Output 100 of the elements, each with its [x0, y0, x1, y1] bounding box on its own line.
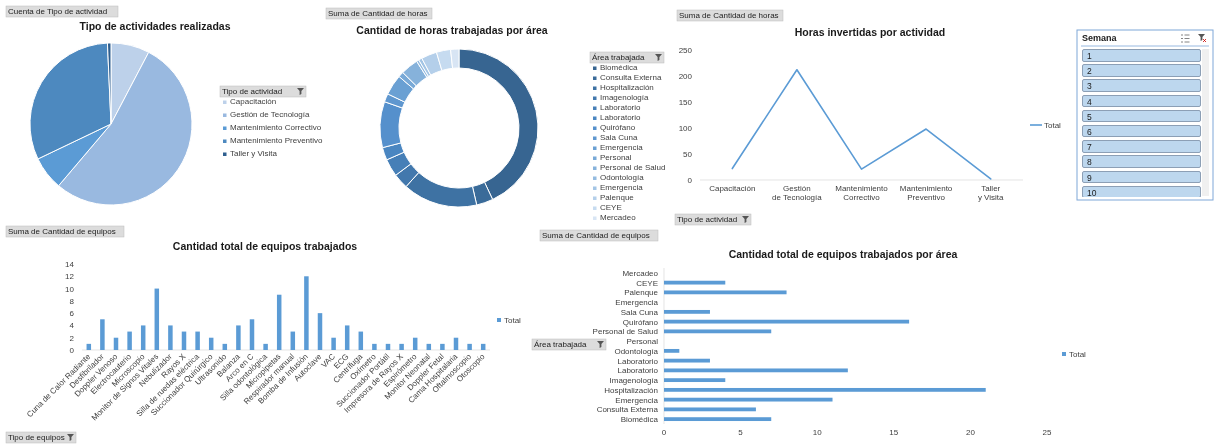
text: 8 [1082, 155, 1201, 168]
bar [664, 358, 710, 363]
y-tick-label: 12 [65, 272, 75, 282]
y-tick-label: 150 [678, 98, 693, 107]
chart-title: Tipo de actividades realizadas [79, 20, 231, 32]
bar [664, 407, 756, 412]
bar [664, 329, 772, 334]
legend-label: Capacitación [230, 97, 277, 106]
legend-label: Total [1044, 121, 1062, 130]
x-tick-label: 5 [738, 428, 744, 437]
y-tick-label: 10 [65, 284, 75, 294]
field-button: Tipo de actividad [219, 85, 307, 98]
y-tick-label: Palenque [624, 288, 659, 298]
y-tick-label: 4 [69, 321, 75, 331]
bar [168, 325, 173, 350]
bar [440, 343, 445, 350]
bar [664, 397, 833, 402]
y-tick-label: Biomédica [620, 415, 659, 425]
field-button: Suma de Cantidad de horas [676, 9, 784, 22]
bar [664, 348, 680, 353]
bar [372, 343, 377, 350]
text: Semana [1082, 33, 1118, 43]
bar [467, 343, 472, 350]
legend-label: Total [1069, 350, 1087, 359]
y-tick-label: Laboratorio [617, 356, 659, 366]
bar [304, 276, 309, 350]
legend-title: Área trabajada [592, 53, 646, 63]
y-tick-label: 14 [65, 260, 75, 269]
text: 9 [1082, 170, 1201, 183]
text: 5 [1082, 109, 1201, 123]
text: 3 [1082, 79, 1201, 92]
chart-title: Cantidad de horas trabajadas por área [356, 24, 548, 36]
y-tick-label: Odontología [614, 346, 659, 356]
bar [664, 309, 710, 314]
bar [249, 319, 255, 350]
y-tick-label: Sala Cuna [620, 307, 659, 317]
bar [140, 325, 146, 350]
chart-title: Cantidad total de equipos trabajados por área [728, 248, 958, 260]
text: 1 [1082, 49, 1201, 62]
field-button: Área trabajada [531, 338, 607, 351]
y-tick-label: Mercadeo [622, 268, 659, 278]
legend-label: Mantenimiento Correctivo [230, 123, 322, 132]
y-tick-label: Quirófano [622, 317, 659, 327]
line-series [731, 68, 992, 180]
y-tick-label: Hospitalización [604, 385, 658, 395]
x-tick-label: 10 [812, 428, 823, 437]
bar [344, 325, 350, 350]
field-button: Suma de Cantidad de horas [325, 7, 433, 20]
field-button: Suma de Cantidad de equipos [5, 225, 125, 238]
field-button: Cuenta de Tipo de actividad [5, 5, 119, 18]
x-tick-label: Capacitación [709, 184, 756, 193]
field-button: Área trabajada [589, 51, 665, 64]
y-tick-label: Emergencia [615, 298, 659, 308]
y-tick-label: CEYE [636, 278, 658, 288]
x-tick-label: 0 [661, 428, 667, 437]
text: 4 [1082, 94, 1201, 108]
y-tick-label: 200 [678, 72, 693, 81]
bar [664, 368, 848, 373]
y-tick-label: 50 [683, 150, 693, 159]
text: 2 [1082, 64, 1201, 77]
y-tick-label: 250 [678, 46, 693, 55]
y-tick-label: Consulta Externa [596, 405, 659, 415]
y-tick-label: 0 [687, 176, 693, 185]
bar [100, 319, 105, 350]
field-button: Tipo de actividad [674, 213, 752, 226]
y-tick-label: Emergencia [615, 395, 659, 405]
x-tick-label: Gestión de Tecnología [772, 184, 823, 202]
x-tick-label: 15 [889, 428, 899, 437]
y-tick-label: Laboratorio [617, 366, 659, 376]
bar [664, 319, 910, 324]
bar [331, 337, 336, 350]
y-tick-label: 6 [69, 309, 75, 319]
field-button: Suma de Cantidad de equipos [539, 229, 659, 242]
x-tick-label: Mantenimiento Preventivo [899, 184, 953, 202]
x-tick-label: 25 [1042, 428, 1052, 437]
bar [664, 290, 787, 295]
bar [664, 378, 726, 383]
bar [399, 343, 404, 350]
field-button: Tipo de equipos [5, 431, 77, 444]
y-tick-label: Personal [626, 337, 659, 347]
y-tick-label: 100 [678, 124, 693, 133]
bar [664, 417, 772, 422]
bar [263, 343, 268, 350]
text: 7 [1082, 140, 1201, 153]
legend-label: Mantenimiento Preventivo [230, 136, 324, 145]
bar [664, 280, 726, 285]
y-tick-label: 8 [69, 296, 75, 306]
y-tick-label: Personal de Salud [592, 327, 658, 337]
legend-label: Gestión de Tecnología [230, 110, 311, 119]
chart-title: Horas invertidas por actividad [794, 26, 946, 38]
bar [236, 325, 241, 350]
donut-slice [402, 60, 428, 87]
x-tick-label: Mantenimiento Correctivo [835, 184, 889, 202]
legend-label: Total [504, 316, 522, 325]
bar [195, 331, 200, 350]
bar [664, 387, 986, 392]
chart-title: Cantidad total de equipos trabajados [172, 240, 358, 252]
x-tick-label: 20 [965, 428, 976, 437]
x-tick-label: Taller y Visita [977, 184, 1005, 202]
legend-label: Taller y Visita [230, 149, 278, 158]
